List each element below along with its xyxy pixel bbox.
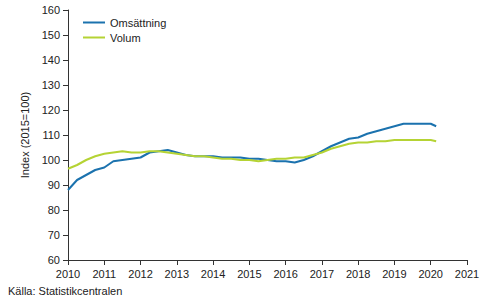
svg-text:80: 80 bbox=[48, 204, 60, 216]
svg-text:2021: 2021 bbox=[455, 268, 479, 280]
svg-text:110: 110 bbox=[42, 129, 60, 141]
svg-text:140: 140 bbox=[42, 54, 60, 66]
svg-text:2011: 2011 bbox=[92, 268, 116, 280]
svg-text:100: 100 bbox=[42, 154, 60, 166]
svg-text:150: 150 bbox=[42, 29, 60, 41]
svg-text:2016: 2016 bbox=[273, 268, 297, 280]
svg-text:120: 120 bbox=[42, 104, 60, 116]
svg-text:2015: 2015 bbox=[237, 268, 261, 280]
svg-text:130: 130 bbox=[42, 79, 60, 91]
svg-text:Källa: Statistikcentralen: Källa: Statistikcentralen bbox=[8, 285, 122, 297]
svg-text:60: 60 bbox=[48, 254, 60, 266]
svg-text:2012: 2012 bbox=[128, 268, 152, 280]
svg-text:160: 160 bbox=[42, 4, 60, 16]
svg-text:2018: 2018 bbox=[346, 268, 370, 280]
svg-text:2014: 2014 bbox=[201, 268, 225, 280]
svg-text:2017: 2017 bbox=[310, 268, 334, 280]
svg-text:Index (2015=100): Index (2015=100) bbox=[19, 92, 31, 179]
svg-text:70: 70 bbox=[48, 229, 60, 241]
svg-text:2019: 2019 bbox=[382, 268, 406, 280]
svg-text:Volum: Volum bbox=[110, 32, 141, 44]
svg-text:90: 90 bbox=[48, 179, 60, 191]
svg-text:Omsättning: Omsättning bbox=[110, 17, 166, 29]
svg-text:2020: 2020 bbox=[418, 268, 442, 280]
svg-text:2013: 2013 bbox=[165, 268, 189, 280]
svg-text:2010: 2010 bbox=[56, 268, 80, 280]
